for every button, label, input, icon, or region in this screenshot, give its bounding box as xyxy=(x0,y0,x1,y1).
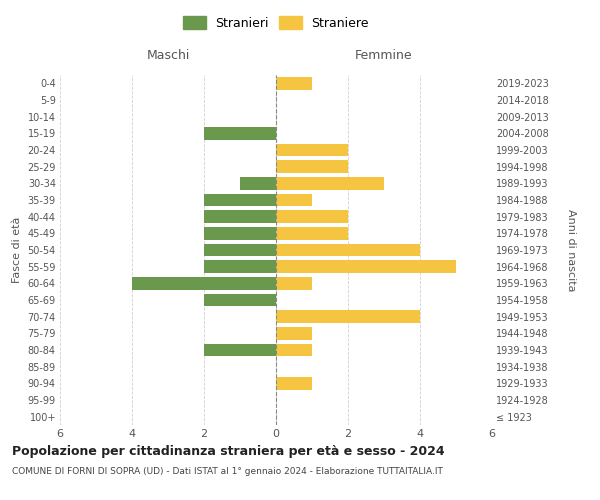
Y-axis label: Anni di nascita: Anni di nascita xyxy=(566,208,576,291)
Bar xyxy=(204,244,276,256)
Text: COMUNE DI FORNI DI SOPRA (UD) - Dati ISTAT al 1° gennaio 2024 - Elaborazione TUT: COMUNE DI FORNI DI SOPRA (UD) - Dati IST… xyxy=(12,468,443,476)
Bar xyxy=(204,294,276,306)
Bar xyxy=(276,227,348,239)
Bar xyxy=(276,310,420,323)
Bar xyxy=(204,194,276,206)
Bar xyxy=(276,77,312,90)
Bar xyxy=(204,344,276,356)
Bar xyxy=(276,377,312,390)
Bar xyxy=(276,177,384,190)
Bar xyxy=(204,210,276,223)
Bar xyxy=(276,277,312,289)
Bar xyxy=(276,344,312,356)
Y-axis label: Fasce di età: Fasce di età xyxy=(12,217,22,283)
Text: Maschi: Maschi xyxy=(146,48,190,62)
Bar xyxy=(276,194,312,206)
Bar xyxy=(204,127,276,140)
Bar xyxy=(204,260,276,273)
Bar xyxy=(276,244,420,256)
Legend: Stranieri, Straniere: Stranieri, Straniere xyxy=(178,11,374,35)
Bar xyxy=(132,277,276,289)
Bar xyxy=(276,210,348,223)
Bar xyxy=(276,144,348,156)
Bar xyxy=(276,327,312,340)
Bar xyxy=(276,160,348,173)
Bar xyxy=(204,227,276,239)
Bar xyxy=(240,177,276,190)
Text: Femmine: Femmine xyxy=(355,48,413,62)
Bar xyxy=(276,260,456,273)
Text: Popolazione per cittadinanza straniera per età e sesso - 2024: Popolazione per cittadinanza straniera p… xyxy=(12,445,445,458)
